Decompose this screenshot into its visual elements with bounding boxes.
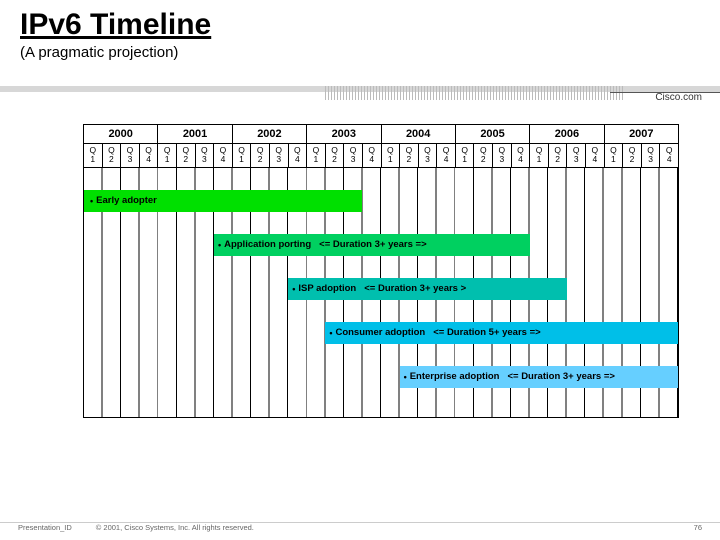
quarter-cell: Q2 xyxy=(623,144,642,167)
year-cell: 2006 xyxy=(530,125,604,143)
quarter-cell: Q2 xyxy=(549,144,568,167)
presentation-id: Presentation_ID xyxy=(18,523,72,532)
bar-duration: <= Duration 3+ years => xyxy=(319,239,426,250)
quarter-cell: Q2 xyxy=(177,144,196,167)
quarter-cell: Q3 xyxy=(493,144,512,167)
bar-label: Application porting xyxy=(224,239,311,250)
quarter-cell: Q2 xyxy=(400,144,419,167)
quarter-cell: Q2 xyxy=(251,144,270,167)
year-cell: 2005 xyxy=(456,125,530,143)
quarter-cell: Q2 xyxy=(474,144,493,167)
quarter-cell: Q4 xyxy=(363,144,382,167)
bar-application_porting: •Application porting <= Duration 3+ years… xyxy=(214,234,530,256)
year-cell: 2002 xyxy=(233,125,307,143)
quarter-cell: Q4 xyxy=(214,144,233,167)
bar-duration: <= Duration 3+ years => xyxy=(507,371,614,382)
year-cell: 2007 xyxy=(605,125,678,143)
brand-label: Cisco.com xyxy=(655,92,702,103)
bullet-icon: • xyxy=(90,196,93,206)
bullet-icon: • xyxy=(218,240,221,250)
quarter-cell: Q3 xyxy=(196,144,215,167)
bar-label: Early adopter xyxy=(96,195,157,206)
quarter-cell: Q3 xyxy=(121,144,140,167)
page-title: IPv6 Timeline xyxy=(0,0,720,42)
quarter-cell: Q1 xyxy=(382,144,401,167)
bar-duration: <= Duration 5+ years => xyxy=(433,327,540,338)
years-row: 20002001200220032004200520062007 xyxy=(83,124,679,144)
footer: Presentation_ID © 2001, Cisco Systems, I… xyxy=(0,522,720,532)
quarter-cell: Q1 xyxy=(84,144,103,167)
bullet-icon: • xyxy=(329,328,332,338)
header-rule-pattern xyxy=(325,86,625,100)
quarter-cell: Q4 xyxy=(437,144,456,167)
bar-consumer_adoption: •Consumer adoption <= Duration 5+ years =… xyxy=(325,322,678,344)
quarter-cell: Q2 xyxy=(326,144,345,167)
quarter-cell: Q4 xyxy=(586,144,605,167)
page-subtitle: (A pragmatic projection) xyxy=(0,42,720,61)
quarter-cell: Q1 xyxy=(307,144,326,167)
quarter-cell: Q2 xyxy=(103,144,122,167)
quarter-cell: Q3 xyxy=(419,144,438,167)
bar-label: ISP adoption xyxy=(298,283,356,294)
quarter-cell: Q4 xyxy=(289,144,308,167)
quarter-cell: Q4 xyxy=(512,144,531,167)
year-cell: 2003 xyxy=(307,125,381,143)
quarter-cell: Q1 xyxy=(530,144,549,167)
year-cell: 2001 xyxy=(158,125,232,143)
bar-early_adopter: •Early adopter xyxy=(84,190,362,212)
quarter-cell: Q3 xyxy=(567,144,586,167)
quarter-cell: Q3 xyxy=(642,144,661,167)
quarter-cell: Q1 xyxy=(605,144,624,167)
timeline-chart: 20002001200220032004200520062007 Q1Q2Q3Q… xyxy=(83,124,679,418)
timeline-body: •Early adopter•Application porting<= Dur… xyxy=(83,168,679,418)
year-cell: 2004 xyxy=(382,125,456,143)
page-number: 76 xyxy=(694,523,702,532)
bar-isp_adoption: •ISP adoption <= Duration 3+ years > xyxy=(288,278,566,300)
quarter-cell: Q1 xyxy=(233,144,252,167)
bar-label: Enterprise adoption xyxy=(410,371,500,382)
copyright: © 2001, Cisco Systems, Inc. All rights r… xyxy=(96,523,694,532)
bar-label: Consumer adoption xyxy=(335,327,425,338)
quarter-cell: Q3 xyxy=(270,144,289,167)
bar-enterprise_adoption: •Enterprise adoption <= Duration 3+ years… xyxy=(400,366,678,388)
bar-duration: <= Duration 3+ years > xyxy=(364,283,466,294)
quarter-cell: Q3 xyxy=(344,144,363,167)
bullet-icon: • xyxy=(292,284,295,294)
quarter-cell: Q4 xyxy=(140,144,159,167)
quarter-cell: Q4 xyxy=(660,144,678,167)
bullet-icon: • xyxy=(404,372,407,382)
quarter-cell: Q1 xyxy=(158,144,177,167)
year-cell: 2000 xyxy=(84,125,158,143)
quarter-cell: Q1 xyxy=(456,144,475,167)
quarters-row: Q1Q2Q3Q4Q1Q2Q3Q4Q1Q2Q3Q4Q1Q2Q3Q4Q1Q2Q3Q4… xyxy=(83,144,679,168)
header-rule xyxy=(0,86,720,108)
